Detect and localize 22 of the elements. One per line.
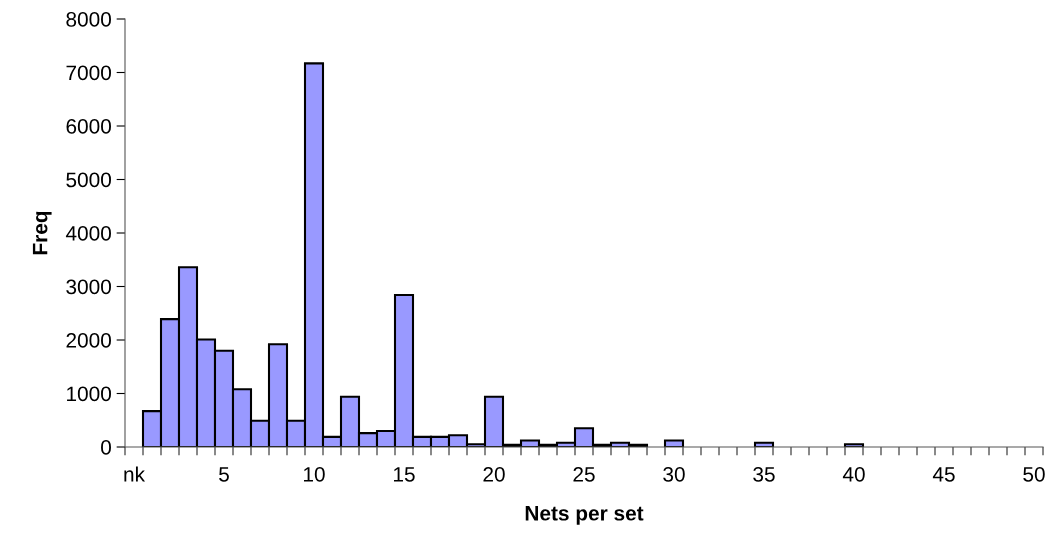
x-tick-label: 35 [753, 466, 775, 482]
x-tick-label: 25 [573, 466, 595, 482]
x-tick-label: nk [124, 466, 146, 482]
y-tick-label: 0 [101, 440, 111, 455]
x-tick-label: 50 [1023, 466, 1045, 482]
x-axis-title: Nets per set [525, 506, 644, 525]
y-tick-label: 6000 [66, 119, 111, 134]
x-tick-label: 40 [842, 466, 865, 482]
x-tick-label: 10 [304, 466, 325, 482]
x-tick-label: 15 [394, 467, 415, 482]
x-tick-label: 30 [663, 466, 685, 482]
x-tick-label: 20 [483, 466, 505, 482]
y-tick-label: 2000 [66, 333, 111, 348]
x-tick-label: 45 [932, 467, 955, 482]
x-tick-label: 5 [219, 467, 229, 482]
y-tick-label: 7000 [66, 65, 111, 81]
y-tick-label: 4000 [65, 226, 111, 241]
y-axis-title: Freq [32, 211, 52, 255]
y-tick-label: 1000 [67, 386, 111, 402]
y-tick-label: 8000 [66, 12, 111, 27]
y-tick-label: 5000 [66, 172, 111, 188]
y-tick-label: 3000 [66, 279, 111, 295]
